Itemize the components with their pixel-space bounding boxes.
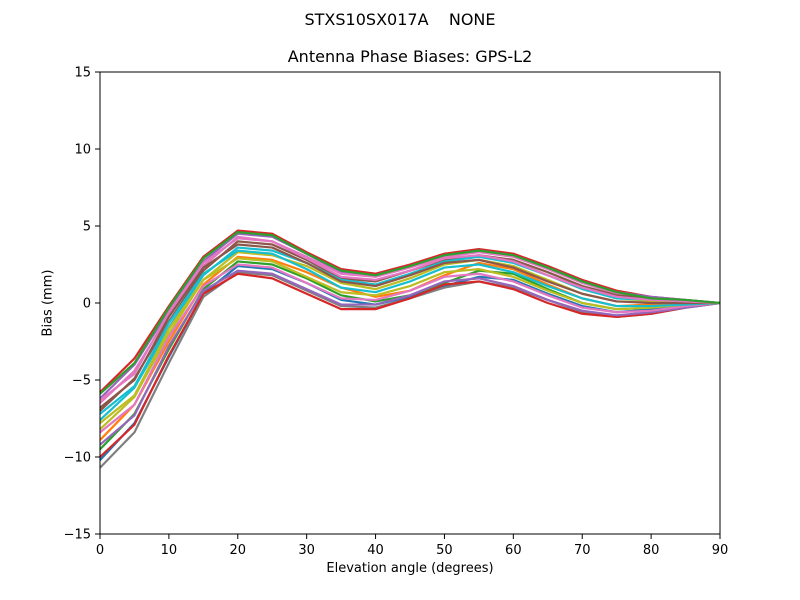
series-line-14 bbox=[99, 249, 721, 415]
series-line-2 bbox=[99, 235, 721, 404]
series-line-16 bbox=[99, 237, 721, 401]
series-line-13 bbox=[99, 257, 721, 424]
y-tick-label: 10 bbox=[74, 143, 91, 158]
x-tick-label: 50 bbox=[436, 543, 453, 558]
x-tick-label: 70 bbox=[574, 543, 591, 558]
x-axis-ticks: 0 10 20 30 40 50 60 70 80 90 bbox=[96, 534, 728, 558]
y-tick-label: 15 bbox=[74, 66, 91, 81]
series-line-11 bbox=[99, 269, 721, 446]
y-tick-label: −5 bbox=[72, 374, 91, 389]
x-axis-label: Elevation angle (degrees) bbox=[326, 561, 494, 576]
x-tick-label: 60 bbox=[505, 543, 522, 558]
x-tick-label: 30 bbox=[298, 543, 315, 558]
y-axis-ticks: −15 −10 −5 0 5 10 15 bbox=[64, 66, 100, 543]
x-tick-label: 20 bbox=[230, 543, 247, 558]
series-line-17 bbox=[99, 231, 721, 395]
x-tick-label: 40 bbox=[367, 543, 384, 558]
series-line-15 bbox=[99, 243, 720, 409]
x-tick-label: 0 bbox=[96, 543, 104, 558]
y-tick-label: −10 bbox=[64, 451, 91, 466]
series-line-10 bbox=[99, 272, 721, 458]
x-tick-label: 90 bbox=[712, 543, 729, 558]
y-tick-label: −15 bbox=[64, 528, 91, 543]
figure-suptitle: STXS10SX017A NONE bbox=[304, 10, 496, 29]
x-tick-label: 10 bbox=[161, 543, 178, 558]
series-line-0 bbox=[99, 229, 721, 394]
y-tick-label: 5 bbox=[83, 220, 91, 235]
chart-title: Antenna Phase Biases: GPS-L2 bbox=[287, 47, 533, 66]
series-layer bbox=[99, 229, 721, 469]
y-tick-label: 0 bbox=[83, 297, 91, 312]
x-tick-label: 80 bbox=[643, 543, 660, 558]
series-line-12 bbox=[99, 263, 721, 434]
